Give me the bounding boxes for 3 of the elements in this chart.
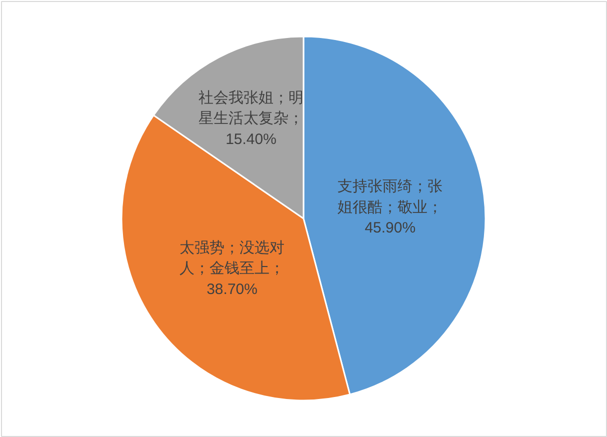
slice-label: 社会我张姐；明星生活太复杂；15.40% (198, 89, 304, 148)
slice-label: 支持张雨绮；张姐很酷；敬业；45.90% (338, 178, 443, 237)
slice-label: 太强势；没选对人；金钱至上；38.70% (180, 239, 285, 298)
